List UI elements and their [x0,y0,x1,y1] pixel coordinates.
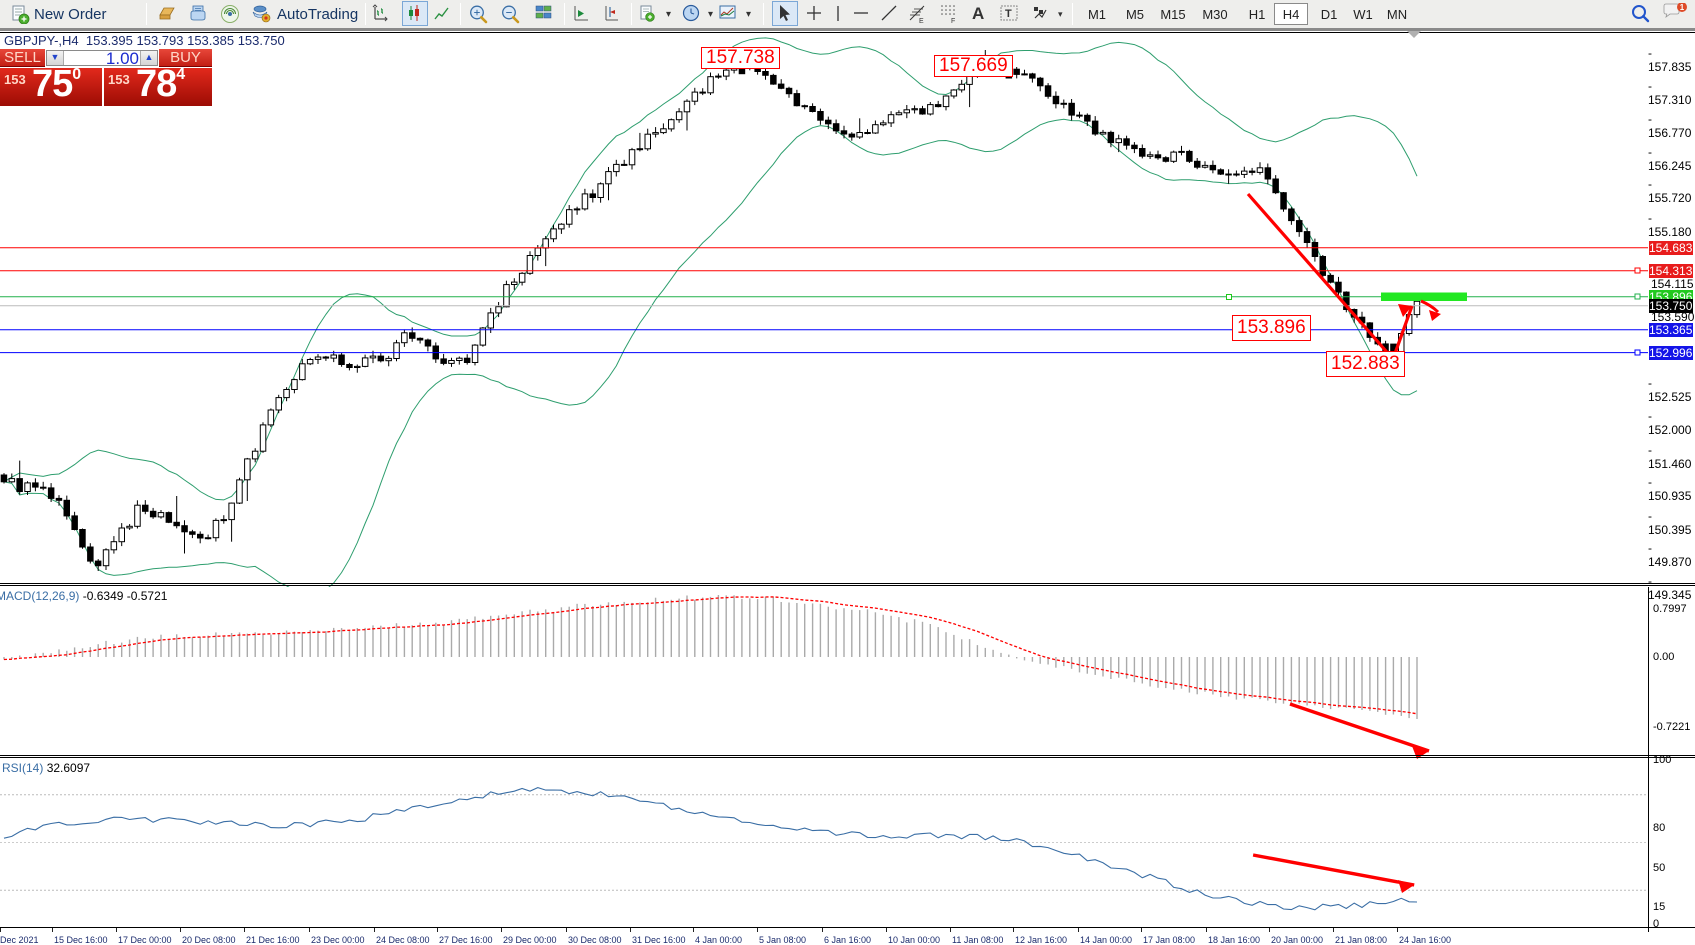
svg-text:1: 1 [1680,3,1685,12]
svg-text:T: T [1005,8,1012,20]
svg-text:E: E [919,18,924,24]
svg-text:F: F [951,18,955,24]
